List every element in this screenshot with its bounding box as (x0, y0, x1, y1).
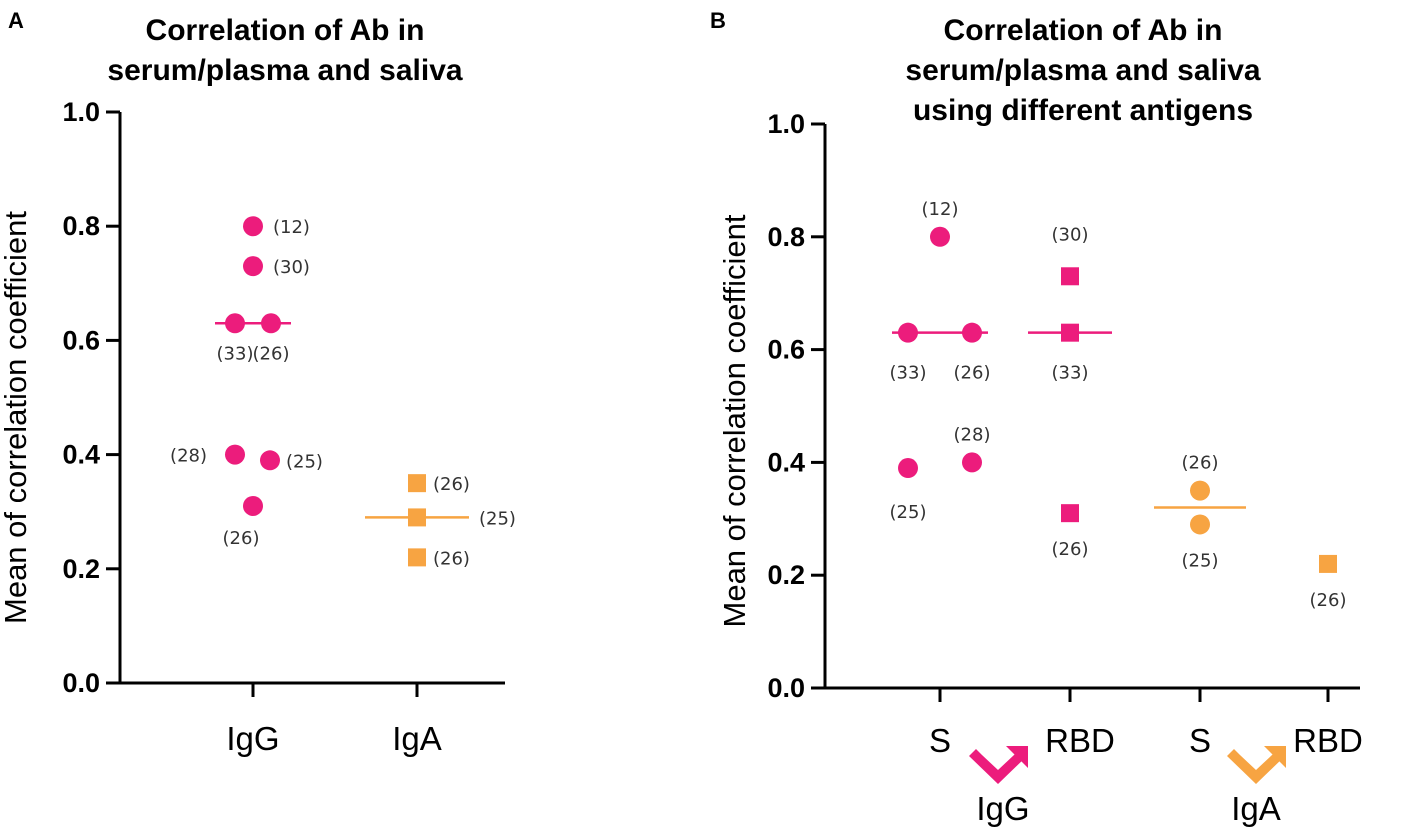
data-point-igg (225, 444, 245, 465)
data-point-igg-s (898, 458, 918, 479)
igg-group-chevron-icon-head (1006, 746, 1028, 768)
chart-title-a-line: Correlation of Ab in (146, 14, 425, 47)
n-label: (25) (890, 502, 927, 523)
y-tick-label-a: 0.4 (62, 440, 100, 470)
n-label: (26) (223, 528, 260, 549)
group-label-igg: IgG (976, 790, 1029, 827)
igg-group-chevron-icon (969, 749, 1027, 784)
chart-title-b-line: serum/plasma and saliva (905, 54, 1260, 87)
y-tick-label-b: 0.6 (767, 335, 805, 365)
data-point-iga-s (1190, 514, 1210, 535)
data-point-igg (243, 495, 263, 516)
y-tick-label-a: 0.0 (62, 668, 100, 698)
n-label: (26) (433, 474, 470, 495)
chart-title-b-line: using different antigens (913, 94, 1253, 127)
chart-title-a-line: serum/plasma and saliva (107, 54, 462, 87)
x-tick-label-b: S (929, 722, 951, 759)
data-point-igg (260, 450, 280, 471)
data-point-igg (225, 313, 245, 334)
data-point-igg (243, 216, 263, 237)
x-tick-label-b: RBD (1045, 722, 1115, 759)
x-tick-label-a: IgG (226, 720, 279, 757)
x-tick-label-b: S (1189, 722, 1211, 759)
data-point-igg-s (930, 226, 950, 247)
panel-letter-a: A (8, 8, 24, 33)
n-label: (25) (479, 508, 516, 529)
x-tick-label-a: IgA (392, 720, 442, 757)
data-point-igg (243, 256, 263, 277)
n-label: (12) (922, 199, 959, 220)
data-point-igg-s (898, 322, 918, 343)
data-point-iga (408, 474, 426, 493)
y-tick-label-b: 0.2 (767, 560, 805, 590)
data-point-igg-s (962, 322, 982, 343)
n-label: (28) (170, 446, 207, 467)
n-label: (25) (1182, 550, 1219, 571)
y-tick-label-a: 0.2 (62, 554, 100, 584)
n-label: (26) (1182, 453, 1219, 474)
data-point-iga (408, 508, 426, 527)
n-label: (28) (954, 424, 991, 445)
y-tick-label-b: 0.4 (767, 447, 805, 477)
group-label-iga: IgA (1231, 790, 1281, 827)
y-axis-label-b: Mean of correlation coefficient (717, 214, 752, 627)
n-label: (12) (273, 217, 310, 238)
data-point-igg-rbd (1061, 323, 1079, 342)
y-axis-label-a: Mean of correlation coefficient (0, 211, 33, 624)
n-label: (33) (217, 343, 254, 364)
data-point-iga-rbd (1319, 554, 1337, 573)
n-label: (26) (433, 548, 470, 569)
y-tick-label-b: 1.0 (767, 109, 805, 139)
chart-title-b-line: Correlation of Ab in (944, 14, 1223, 47)
data-point-igg (261, 313, 281, 334)
n-label: (33) (1052, 363, 1089, 384)
n-label: (26) (954, 363, 991, 384)
x-tick-label-b: RBD (1293, 722, 1363, 759)
y-tick-label-a: 0.6 (62, 325, 100, 355)
data-point-iga (408, 548, 426, 567)
y-tick-label-b: 0.8 (767, 222, 805, 252)
y-tick-label-a: 0.8 (62, 211, 100, 241)
n-label: (30) (1052, 224, 1089, 245)
y-tick-label-b: 0.0 (767, 673, 805, 703)
n-label: (33) (890, 363, 927, 384)
iga-group-chevron-icon-head (1264, 746, 1286, 768)
iga-group-chevron-icon (1227, 749, 1285, 784)
n-label: (26) (1052, 539, 1089, 560)
n-label: (25) (286, 451, 323, 472)
n-label: (26) (253, 343, 290, 364)
n-label: (30) (273, 257, 310, 278)
data-point-igg-rbd (1061, 504, 1079, 523)
panel-letter-b: B (710, 8, 726, 33)
data-point-iga-s (1190, 480, 1210, 501)
y-tick-label-a: 1.0 (62, 97, 100, 127)
n-label: (26) (1310, 590, 1347, 611)
data-point-igg-rbd (1061, 267, 1079, 286)
data-point-igg-s (962, 452, 982, 473)
